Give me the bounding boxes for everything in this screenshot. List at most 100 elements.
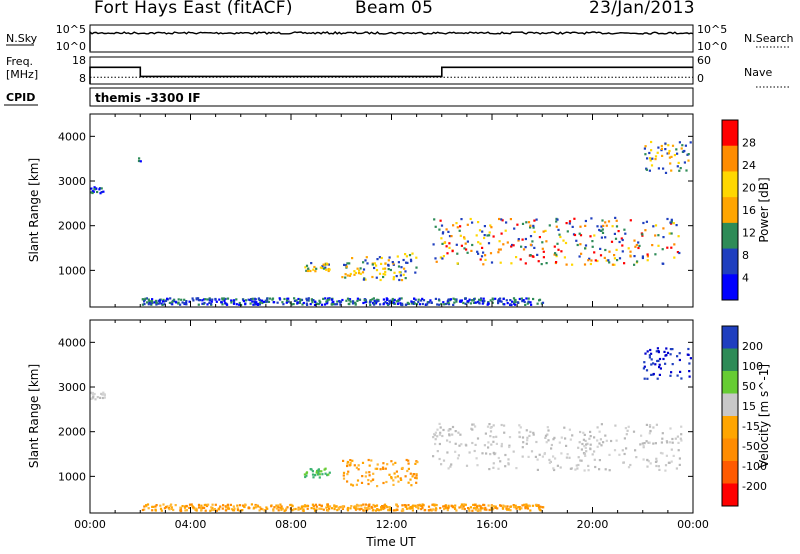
- data-cell: [253, 506, 256, 509]
- data-cell: [405, 255, 408, 258]
- data-cell: [163, 303, 166, 306]
- data-cell: [349, 507, 352, 510]
- data-cell: [596, 225, 599, 228]
- data-cell: [266, 507, 269, 510]
- data-cell: [373, 303, 376, 306]
- data-cell: [411, 509, 414, 512]
- data-cell: [438, 299, 441, 302]
- data-cell: [93, 186, 96, 189]
- data-cell: [414, 504, 417, 507]
- data-cell: [518, 435, 521, 439]
- data-cell: [99, 396, 102, 399]
- data-cell: [358, 269, 361, 272]
- data-cell: [624, 427, 627, 430]
- data-cell: [494, 506, 497, 509]
- data-cell: [664, 362, 667, 365]
- data-cell: [261, 299, 264, 302]
- data-cell: [580, 252, 583, 255]
- data-cell: [467, 507, 470, 510]
- data-cell: [258, 303, 261, 306]
- data-cell: [438, 303, 441, 306]
- data-cell: [407, 467, 410, 470]
- data-cell: [492, 235, 495, 238]
- data-cell: [312, 299, 315, 302]
- data-cell: [96, 190, 99, 194]
- data-cell: [438, 442, 441, 446]
- data-cell: [364, 278, 367, 281]
- data-cell: [528, 504, 531, 507]
- data-cell: [442, 255, 445, 258]
- data-cell: [662, 227, 665, 230]
- data-cell: [200, 504, 203, 507]
- data-cell: [492, 298, 495, 301]
- data-cell: [158, 299, 162, 302]
- data-cell: [661, 248, 664, 251]
- data-cell: [474, 504, 477, 507]
- data-cell: [315, 267, 318, 270]
- data-cell: [261, 301, 264, 305]
- data-cell: [610, 439, 613, 443]
- data-cell: [489, 299, 492, 302]
- data-cell: [512, 297, 516, 300]
- data-cell: [311, 470, 314, 473]
- data-cell: [568, 428, 571, 431]
- data-cell: [325, 268, 328, 271]
- data-cell: [454, 504, 457, 507]
- data-cell: [657, 351, 660, 354]
- data-cell: [336, 509, 339, 512]
- data-cell: [555, 220, 558, 223]
- data-cell: [448, 434, 451, 437]
- data-cell: [580, 459, 583, 462]
- data-cell: [604, 221, 607, 224]
- data-cell: [593, 450, 596, 453]
- data-cell: [360, 507, 363, 510]
- data-cell: [650, 149, 653, 152]
- data-cell: [650, 373, 653, 376]
- data-cell: [420, 299, 423, 302]
- data-cell: [626, 429, 629, 432]
- data-cell: [388, 299, 391, 303]
- data-cell: [382, 275, 385, 279]
- data-cell: [538, 299, 541, 302]
- data-cell: [678, 352, 681, 355]
- data-cell: [483, 508, 486, 511]
- data-cell: [601, 219, 604, 222]
- data-cell: [415, 474, 418, 477]
- data-cell: [472, 423, 475, 426]
- nsky-line: [89, 30, 694, 51]
- data-cell: [296, 301, 299, 304]
- data-cell: [546, 426, 549, 429]
- data-cell: [475, 234, 478, 237]
- data-cell: [204, 509, 207, 512]
- data-cell: [583, 445, 586, 448]
- data-cell: [320, 470, 323, 473]
- data-cell: [202, 298, 206, 301]
- data-cell: [143, 508, 146, 511]
- data-cell: [92, 396, 95, 399]
- data-cell: [314, 503, 317, 506]
- data-cell: [247, 298, 250, 301]
- data-cell: [552, 455, 555, 458]
- data-cell: [483, 234, 486, 237]
- data-cell: [532, 433, 535, 436]
- data-cell: [398, 271, 401, 274]
- data-cell: [315, 471, 318, 474]
- data-cell: [589, 430, 592, 433]
- data-cell: [392, 276, 395, 279]
- data-cell: [687, 153, 690, 156]
- data-cell: [565, 444, 568, 447]
- data-cell: [411, 505, 414, 508]
- data-cell: [399, 477, 402, 480]
- data-cell: [264, 301, 267, 304]
- data-cell: [317, 471, 320, 474]
- data-cell: [197, 303, 200, 306]
- data-cell: [432, 455, 435, 458]
- data-cell: [393, 472, 396, 475]
- data-cell: [635, 243, 638, 247]
- data-cell: [531, 240, 534, 243]
- data-cell: [508, 444, 511, 447]
- data-cell: [405, 505, 408, 508]
- data-cell: [348, 262, 351, 265]
- data-cell: [689, 141, 692, 144]
- data-cell: [368, 507, 371, 510]
